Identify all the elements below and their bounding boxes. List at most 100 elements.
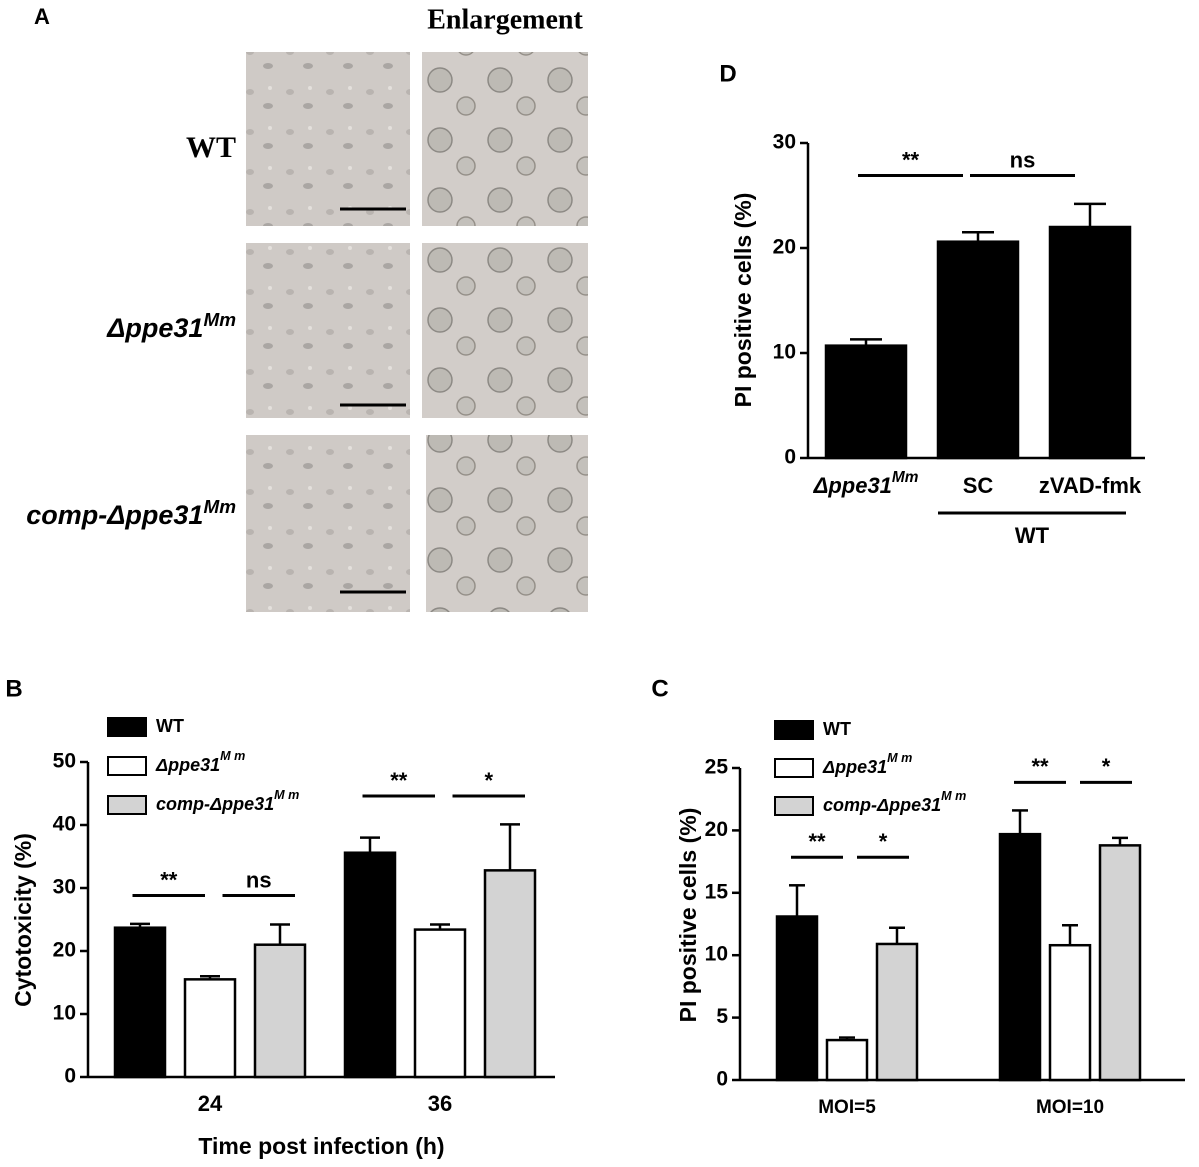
panel-letter: C	[651, 675, 668, 702]
x-tick-label: SC	[963, 473, 994, 498]
micrographs	[246, 52, 588, 612]
significance-label: **	[902, 147, 920, 172]
bar	[775, 915, 819, 1082]
row-label-main: WT	[186, 131, 236, 164]
x-axis-label: Time post infection (h)	[198, 1133, 444, 1159]
legend-label: WT	[823, 719, 851, 739]
y-axis-label: Cytotoxicity (%)	[10, 833, 36, 1007]
image	[426, 435, 588, 612]
y-tick-label: 10	[773, 341, 796, 364]
x-tick-label-superscript: Mm	[892, 469, 919, 486]
x-tick-label: zVAD-fmk	[1039, 473, 1142, 498]
significance-label: *	[1102, 754, 1111, 779]
y-tick-label: 0	[64, 1065, 76, 1088]
legend-label-main: WT	[823, 719, 851, 739]
panel-letter: D	[719, 60, 736, 87]
y-tick-label: 20	[705, 818, 728, 841]
legend-label-superscript: M m	[220, 749, 245, 763]
bar	[824, 344, 908, 460]
enlargement-title: Enlargement	[427, 4, 583, 35]
image	[422, 243, 588, 418]
legend-swatch	[107, 717, 147, 737]
group-label: WT	[1015, 523, 1050, 548]
bar	[936, 240, 1020, 460]
significance-label: *	[484, 768, 493, 793]
y-tick-label: 30	[53, 876, 76, 899]
row-label-main: Δppe31	[106, 313, 203, 343]
legend-label-main: comp-Δppe31	[823, 795, 941, 815]
image	[246, 52, 410, 226]
x-tick-label: MOI=10	[1036, 1097, 1104, 1118]
row-label-main: comp-Δppe31	[26, 500, 203, 530]
legend-swatch	[107, 795, 147, 815]
y-tick-label: 20	[773, 236, 796, 259]
significance-label: **	[1031, 754, 1049, 779]
legend-label-main: comp-Δppe31	[156, 794, 274, 814]
significance-label: **	[808, 829, 826, 854]
legend-label-main: Δppe31	[822, 757, 887, 777]
y-tick-label: 0	[784, 446, 796, 469]
row-label-superscript: Mm	[203, 310, 236, 331]
x-tick-label-main: Δppe31	[813, 473, 892, 498]
x-tick-label-main: SC	[963, 473, 994, 498]
legend-swatch	[107, 756, 147, 776]
legend-label: comp-Δppe31M m	[823, 789, 966, 814]
y-tick-label: 10	[53, 1002, 76, 1025]
legend-label: comp-Δppe31M m	[156, 788, 299, 813]
y-axis-label: PI positive cells (%)	[675, 808, 701, 1023]
row-label: WT	[186, 131, 236, 164]
x-tick-label: 36	[428, 1091, 452, 1116]
y-tick-label: 10	[705, 943, 728, 966]
bar	[825, 1038, 869, 1082]
y-tick-label: 30	[773, 131, 796, 154]
panel-letter: A	[34, 4, 50, 29]
legend-label: Δppe31M m	[155, 749, 245, 774]
bar	[483, 869, 537, 1079]
legend-label-main: Δppe31	[155, 755, 220, 775]
legend-label: Δppe31M m	[822, 751, 912, 776]
legend-label-superscript: M m	[274, 788, 299, 802]
legend-swatch	[774, 758, 814, 778]
x-tick-label-main: zVAD-fmk	[1039, 473, 1142, 498]
significance-label: ns	[1010, 147, 1036, 172]
bar	[1048, 225, 1132, 460]
row-label-superscript: Mm	[203, 497, 236, 518]
significance-label: ns	[246, 867, 272, 892]
y-tick-label: 5	[716, 1005, 728, 1028]
bar	[1098, 844, 1142, 1082]
legend-swatch	[774, 796, 814, 816]
y-axis-label: PI positive cells (%)	[730, 193, 756, 408]
significance-label: **	[390, 768, 408, 793]
bar	[183, 978, 237, 1079]
row-label: comp-Δppe31Mm	[26, 497, 236, 530]
image	[246, 435, 410, 612]
x-tick-label: 24	[198, 1091, 223, 1116]
y-tick-label: 15	[705, 880, 729, 903]
y-tick-label: 25	[705, 756, 729, 779]
row-label: Δppe31Mm	[106, 310, 236, 343]
y-tick-label: 20	[53, 939, 76, 962]
x-tick-label: MOI=5	[818, 1097, 876, 1118]
image	[422, 52, 588, 226]
bar	[998, 832, 1042, 1082]
legend-label-superscript: M m	[887, 751, 912, 765]
legend-swatch	[774, 720, 814, 740]
image	[246, 243, 410, 418]
legend-label-superscript: M m	[941, 789, 966, 803]
bar	[1048, 943, 1092, 1082]
bar	[875, 942, 919, 1082]
y-tick-label: 40	[53, 813, 76, 836]
significance-label: *	[879, 829, 888, 854]
y-tick-label: 0	[716, 1068, 728, 1091]
bar	[113, 926, 167, 1079]
y-tick-label: 50	[53, 750, 76, 773]
legend-label: WT	[156, 716, 184, 736]
bar	[253, 943, 307, 1079]
x-tick-label: Δppe31Mm	[813, 469, 919, 498]
bar	[413, 928, 467, 1079]
panel-letter: B	[5, 675, 22, 702]
bar	[343, 851, 397, 1079]
legend-label-main: WT	[156, 716, 184, 736]
significance-label: **	[160, 867, 178, 892]
